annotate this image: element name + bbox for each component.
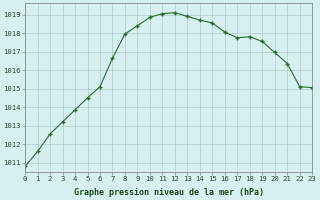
X-axis label: Graphe pression niveau de la mer (hPa): Graphe pression niveau de la mer (hPa) [74, 188, 264, 197]
